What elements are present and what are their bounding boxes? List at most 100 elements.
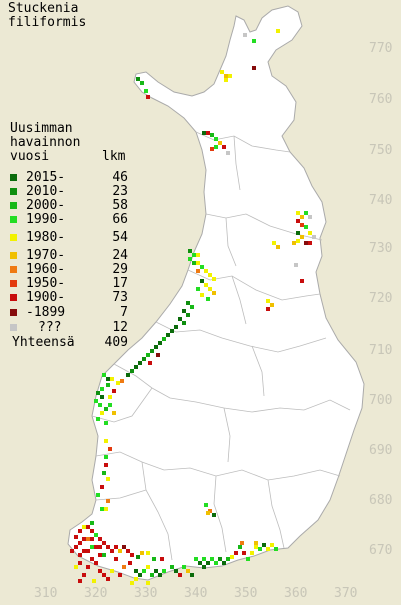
legend-row-1899: -1899 7 (8, 306, 128, 320)
observation-square (202, 131, 206, 135)
observation-square (296, 231, 300, 235)
observation-square (118, 549, 122, 553)
observation-square (198, 561, 202, 565)
observation-square (130, 369, 134, 373)
legend-count: 23 (112, 184, 128, 199)
observation-square (90, 537, 94, 541)
observation-square (226, 557, 230, 561)
observation-square (226, 151, 230, 155)
observation-square (242, 551, 246, 555)
observation-square (200, 279, 204, 283)
observation-square (114, 545, 118, 549)
observation-square (300, 215, 304, 219)
observation-square (126, 373, 130, 377)
observation-square (136, 77, 140, 81)
observation-square (200, 265, 204, 269)
observation-square (266, 299, 270, 303)
x-axis-label: 350 (234, 586, 257, 601)
observation-square (146, 581, 150, 585)
observation-square (100, 507, 104, 511)
observation-square (74, 565, 78, 569)
observation-square (106, 383, 110, 387)
x-axis-label: 320 (84, 586, 107, 601)
observation-square (192, 253, 196, 257)
observation-square (206, 297, 210, 301)
legend-row-1990: 1990- 66 (8, 213, 128, 227)
region-border (95, 489, 147, 501)
legend-count: 58 (112, 198, 128, 213)
observation-square (90, 529, 94, 533)
observation-square (224, 74, 228, 78)
observation-square (138, 573, 142, 577)
observation-square (94, 399, 98, 403)
legend-swatch (10, 309, 17, 316)
legend-label: 1960- (26, 262, 66, 277)
observation-square (152, 557, 156, 561)
observation-square (182, 309, 186, 313)
observation-square (78, 553, 82, 557)
legend-label: 1980- (26, 230, 66, 245)
observation-square (90, 521, 94, 525)
title-line-1: Stuckenia (8, 1, 79, 16)
observation-square (96, 417, 100, 421)
legend-total-label: Yhteensä (12, 335, 75, 350)
observation-square (308, 231, 312, 235)
legend-row-unknown: ??? 12 (8, 321, 128, 335)
observation-square (154, 345, 158, 349)
observation-square (122, 545, 126, 549)
title-line-2: filiformis (8, 15, 87, 30)
observation-square (90, 545, 94, 549)
observation-square (174, 569, 178, 573)
legend-row-2015: 2015- 46 (8, 171, 128, 185)
legend-count-heading: lkm (102, 149, 126, 164)
observation-square (106, 377, 110, 381)
observation-square (92, 579, 96, 583)
observation-square (86, 565, 90, 569)
observation-square (214, 137, 218, 141)
observation-square (160, 557, 164, 561)
observation-square (210, 133, 214, 137)
legend-count: 29 (112, 262, 128, 277)
observation-square (300, 235, 304, 239)
observation-square (243, 33, 247, 37)
observation-square (96, 493, 100, 497)
legend-count: 24 (112, 248, 128, 263)
observation-square (292, 241, 296, 245)
observation-square (262, 543, 266, 547)
observation-square (240, 541, 244, 545)
x-axis-label: 370 (334, 586, 357, 601)
legend-count: 66 (112, 212, 128, 227)
legend-swatch (10, 252, 17, 259)
legend-swatch (10, 188, 17, 195)
observation-square (190, 305, 194, 309)
observation-square (204, 503, 208, 507)
observation-square (134, 365, 138, 369)
observation-square (90, 557, 94, 561)
observation-square (254, 541, 258, 545)
legend-label: 1970- (26, 248, 66, 263)
observation-square (86, 549, 90, 553)
observation-square (222, 561, 226, 565)
observation-square (104, 507, 108, 511)
observation-square (150, 349, 154, 353)
observation-square (218, 557, 222, 561)
legend-swatch (10, 216, 17, 223)
x-axis-label: 330 (134, 586, 157, 601)
legend-count: 17 (112, 276, 128, 291)
observation-square (74, 545, 78, 549)
y-axis-label: 730 (369, 241, 392, 256)
observation-square (186, 301, 190, 305)
observation-square (222, 145, 226, 149)
observation-square (146, 551, 150, 555)
observation-square (220, 70, 224, 74)
region-border (223, 407, 231, 463)
observation-square (102, 573, 106, 577)
observation-square (134, 577, 138, 581)
y-axis-label: 720 (369, 291, 392, 306)
observation-square (114, 557, 118, 561)
observation-square (214, 145, 218, 149)
observation-square (266, 547, 270, 551)
observation-square (206, 561, 210, 565)
observation-square (106, 545, 110, 549)
